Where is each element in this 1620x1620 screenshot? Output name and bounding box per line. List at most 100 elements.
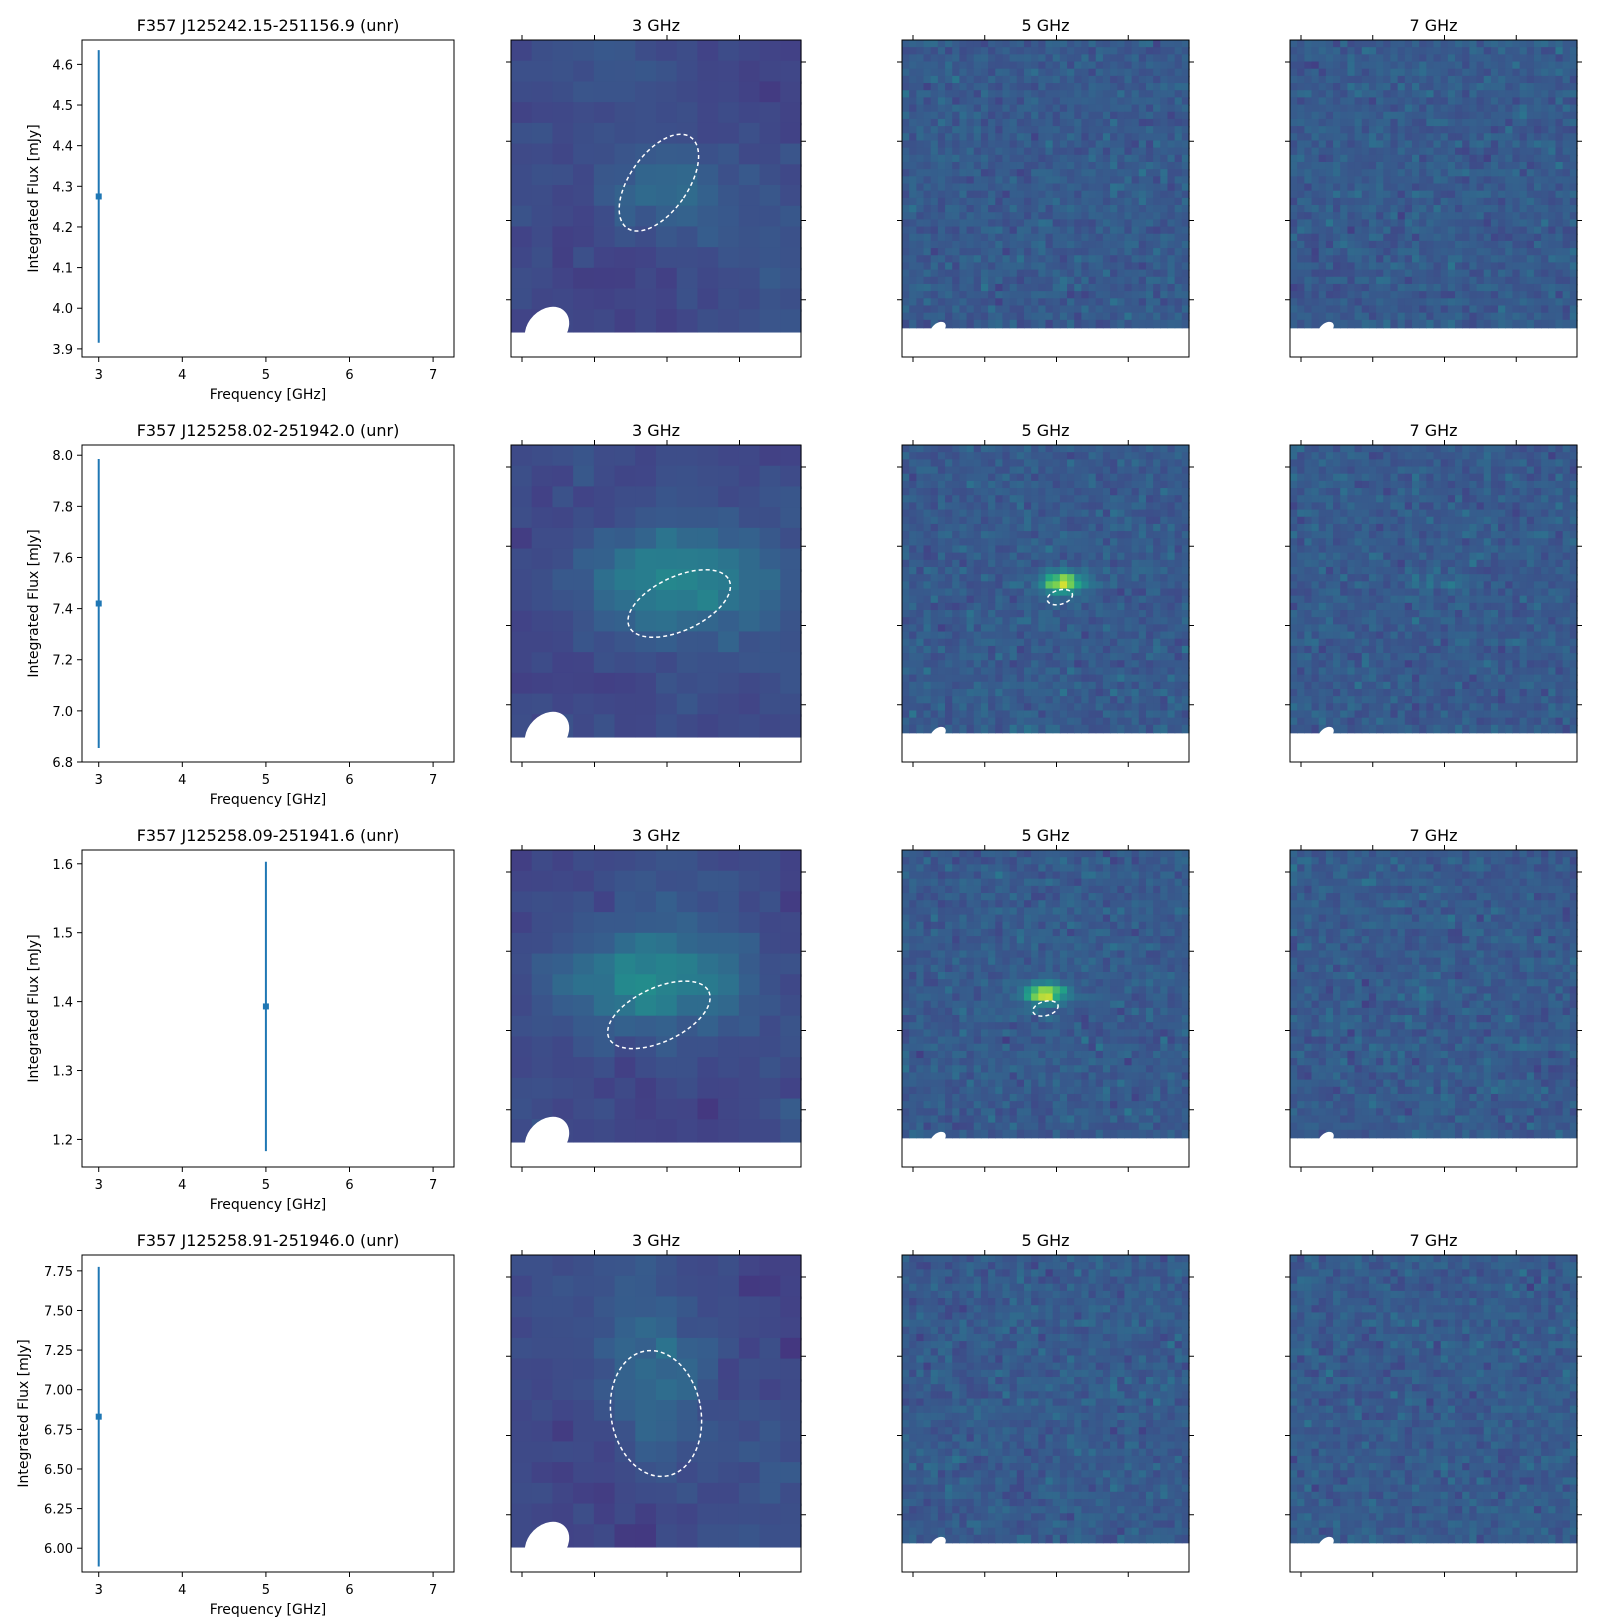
image-pixel	[532, 486, 553, 509]
image-pixel	[573, 102, 594, 125]
image-pixel	[594, 81, 615, 104]
image-pixel	[739, 81, 760, 104]
image-pixel	[635, 102, 656, 125]
image-pixel	[532, 590, 553, 613]
image-pixel	[1333, 320, 1341, 329]
image-pixel	[573, 528, 594, 551]
image-pixel	[573, 507, 594, 530]
image-pixel	[615, 486, 636, 509]
image-pixel	[532, 528, 553, 551]
image-pixel	[635, 652, 656, 675]
image-pixel	[780, 590, 801, 613]
image-pixel	[697, 466, 718, 489]
image-pixel	[1304, 320, 1312, 329]
image-pixel	[1541, 320, 1549, 329]
image-pixel	[656, 268, 677, 291]
image-pixel	[1312, 320, 1320, 329]
image-pixel	[697, 486, 718, 509]
image-pixel	[1441, 320, 1449, 329]
image-title: 3 GHz	[632, 421, 680, 440]
image-pixel	[1132, 320, 1140, 329]
image-pixel	[615, 694, 636, 717]
image-pixel	[718, 673, 739, 696]
image-pixel	[697, 549, 718, 572]
image-pixel	[511, 611, 532, 634]
image-pixel	[511, 569, 532, 592]
image-pixel	[552, 673, 573, 696]
image-pixel	[718, 144, 739, 167]
image-pixel	[635, 445, 656, 468]
image-pixel	[739, 486, 760, 509]
x-tick-label: 3	[95, 773, 103, 788]
image-pixel	[780, 611, 801, 634]
image-pixel	[615, 569, 636, 592]
image-pixel	[780, 694, 801, 717]
image-pixel	[635, 466, 656, 489]
image-pixel	[718, 694, 739, 717]
image-pixel	[532, 445, 553, 468]
image-pixel	[615, 289, 636, 312]
image-pixel	[718, 123, 739, 146]
image-pixel	[532, 164, 553, 187]
image-pixel	[594, 673, 615, 696]
image-pixel	[739, 247, 760, 270]
x-axis-label: Frequency [GHz]	[210, 387, 326, 403]
image-pixel	[615, 590, 636, 613]
image-pixel	[532, 673, 553, 696]
image-pixel	[532, 206, 553, 229]
image-pixel	[760, 185, 781, 208]
image-pixel	[635, 40, 656, 63]
image-pixel	[656, 590, 677, 613]
image-pixel	[511, 123, 532, 146]
image-pixel	[739, 714, 760, 737]
image-pixel	[677, 528, 698, 551]
image-pixel	[532, 247, 553, 270]
image-pixel	[656, 102, 677, 125]
spectrum-title: F357 J125258.02-251942.0 (unr)	[137, 421, 400, 440]
image-pixel	[916, 320, 924, 329]
spectrum-title: F357 J125242.15-251156.9 (unr)	[137, 16, 400, 35]
image-pixel	[780, 144, 801, 167]
image-pixel	[573, 226, 594, 249]
image-pixel	[780, 247, 801, 270]
image-pixel	[780, 652, 801, 675]
image-pixel	[532, 123, 553, 146]
image-pixel	[677, 289, 698, 312]
y-tick-label: 4.4	[52, 140, 73, 155]
y-tick-label: 4.2	[52, 221, 73, 236]
image-pixel	[511, 102, 532, 125]
image-pixel	[974, 320, 982, 329]
image-pixel	[511, 164, 532, 187]
image-pixel	[677, 507, 698, 530]
image-pixel	[739, 40, 760, 63]
image-pixel	[1297, 320, 1305, 329]
image-pixel	[635, 714, 656, 737]
x-tick-label: 5	[262, 368, 270, 383]
image-pixel	[656, 226, 677, 249]
image-pixel	[739, 631, 760, 654]
image-pixel	[615, 61, 636, 84]
y-tick-label: 7.4	[52, 603, 73, 618]
image-pixel	[739, 289, 760, 312]
image-pixel	[760, 590, 781, 613]
image-pixel	[780, 528, 801, 551]
image-pixel	[594, 226, 615, 249]
image-pixel	[1563, 320, 1571, 329]
image-pixel	[780, 507, 801, 530]
image-pixel	[760, 102, 781, 125]
image-pixel	[635, 247, 656, 270]
image-pixel	[718, 268, 739, 291]
image-pixel	[1570, 320, 1578, 329]
image-pixel	[552, 61, 573, 84]
image-pixel	[718, 81, 739, 104]
image-pixel	[739, 528, 760, 551]
image-pixel	[511, 445, 532, 468]
image-pixel	[677, 631, 698, 654]
image-pixel	[1182, 320, 1190, 329]
image-pixel	[552, 226, 573, 249]
image-pixel	[697, 61, 718, 84]
image-pixel	[739, 185, 760, 208]
image-title: 5 GHz	[1021, 421, 1069, 440]
image-pixel	[615, 528, 636, 551]
